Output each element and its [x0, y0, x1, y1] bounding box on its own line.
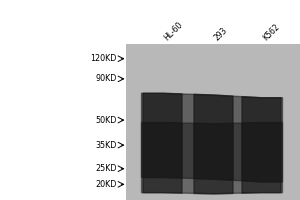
Text: HL-60: HL-60: [162, 20, 184, 42]
Text: 25KD: 25KD: [95, 164, 117, 173]
Text: 35KD: 35KD: [96, 141, 117, 150]
Bar: [126, 44, 300, 200]
Text: 293: 293: [213, 25, 230, 42]
Text: K562: K562: [261, 22, 281, 42]
Text: 90KD: 90KD: [96, 74, 117, 83]
Text: 120KD: 120KD: [91, 54, 117, 63]
Text: 50KD: 50KD: [96, 116, 117, 125]
Text: 20KD: 20KD: [96, 180, 117, 189]
